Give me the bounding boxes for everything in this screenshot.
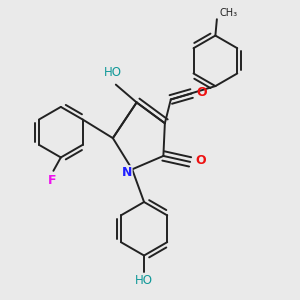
- Text: O: O: [196, 85, 207, 98]
- Text: CH₃: CH₃: [219, 8, 237, 18]
- Text: O: O: [196, 154, 206, 167]
- Text: HO: HO: [135, 274, 153, 287]
- Text: N: N: [122, 166, 132, 179]
- Text: HO: HO: [104, 66, 122, 79]
- Text: F: F: [48, 174, 56, 188]
